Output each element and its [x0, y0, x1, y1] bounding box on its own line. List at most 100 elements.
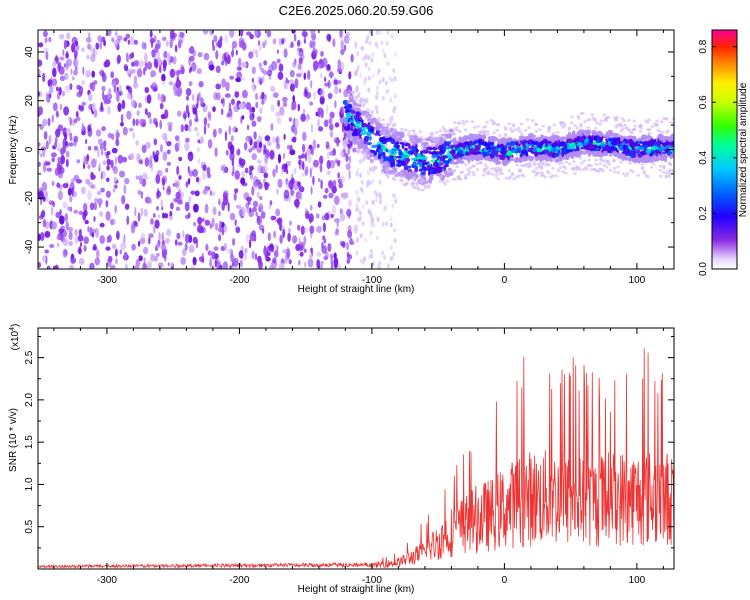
- heatmap-cell: [602, 113, 607, 117]
- heatmap-cell: [464, 163, 468, 166]
- heatmap-cell: [611, 140, 618, 146]
- heatmap-cell: [376, 217, 380, 223]
- heatmap-cell: [664, 175, 669, 179]
- heatmap-cell: [38, 59, 43, 67]
- heatmap-cell: [504, 134, 508, 138]
- heatmap-cell: [133, 39, 138, 45]
- heatmap-cell: [201, 252, 205, 261]
- heatmap-cell: [89, 202, 95, 211]
- heatmap-cell: [413, 132, 417, 136]
- heatmap-cell: [248, 210, 254, 218]
- heatmap-cell: [320, 179, 323, 190]
- heatmap-cell: [271, 60, 278, 71]
- heatmap-cell: [514, 128, 518, 132]
- heatmap-cell: [73, 118, 78, 124]
- heatmap-cell: [135, 175, 140, 180]
- heatmap-cell: [375, 197, 378, 203]
- heatmap-cell: [167, 262, 170, 267]
- heatmap-cell: [407, 150, 412, 154]
- heatmap-cell: [416, 153, 422, 158]
- heatmap-cell: [301, 153, 306, 159]
- heatmap-cell: [150, 218, 154, 225]
- heatmap-cell: [462, 122, 466, 126]
- heatmap-cell: [552, 123, 557, 127]
- heatmap-cell: [566, 156, 570, 160]
- heatmap-cell: [584, 131, 589, 134]
- heatmap-cell: [360, 45, 364, 51]
- heatmap-cell: [111, 166, 116, 171]
- heatmap-cell: [643, 147, 647, 150]
- heatmap-cell: [389, 153, 395, 156]
- heatmap-cell: [187, 151, 194, 162]
- heatmap-cell: [38, 142, 41, 147]
- heatmap-cell: [562, 156, 566, 160]
- heatmap-cell: [160, 144, 163, 153]
- heatmap-cell: [594, 162, 599, 166]
- heatmap-cell: [129, 53, 133, 60]
- heatmap-cell: [185, 181, 189, 188]
- heatmap-cell: [373, 152, 377, 156]
- heatmap-cell: [94, 257, 101, 266]
- heatmap-cell: [81, 47, 85, 52]
- heatmap-cell: [421, 178, 425, 182]
- heatmap-cell: [143, 246, 149, 255]
- heatmap-cell: [214, 147, 218, 158]
- heatmap-cell: [133, 265, 140, 269]
- heatmap-cell: [475, 168, 480, 171]
- heatmap-cell: [512, 177, 516, 181]
- heatmap-cell: [144, 61, 148, 72]
- heatmap-cell: [191, 93, 195, 102]
- heatmap-cell: [267, 232, 271, 242]
- snr-x-tick-label: 100: [629, 575, 646, 586]
- heatmap-cell: [342, 193, 347, 200]
- heatmap-cell: [38, 91, 43, 97]
- heatmap-cell: [534, 123, 539, 127]
- heatmap-cell: [359, 72, 363, 78]
- heatmap-cell: [135, 118, 139, 126]
- heatmap-cell: [303, 108, 305, 115]
- heatmap-cell: [615, 149, 619, 152]
- heatmap-cell: [57, 164, 62, 175]
- heatmap-cell: [365, 131, 371, 135]
- heatmap-cell: [415, 156, 421, 160]
- heatmap-cell: [83, 236, 89, 245]
- heatmap-cell: [458, 130, 462, 134]
- heatmap-cell: [213, 35, 218, 43]
- heatmap-cell: [356, 167, 360, 173]
- heatmap-cell: [371, 199, 375, 205]
- heatmap-cell: [328, 71, 334, 78]
- heatmap-cell: [123, 184, 127, 195]
- heatmap-cell: [383, 254, 386, 260]
- heatmap-cell: [353, 98, 357, 102]
- heatmap-cell: [197, 158, 201, 165]
- heatmap-cell: [67, 187, 72, 196]
- heatmap-cell: [542, 138, 548, 144]
- heatmap-cell: [355, 207, 359, 213]
- heatmap-cell: [89, 262, 95, 269]
- heatmap-cell: [114, 204, 117, 214]
- heatmap-cell: [426, 164, 431, 170]
- heatmap-cell: [662, 136, 666, 142]
- heatmap-cell: [163, 254, 167, 262]
- heatmap-cell: [68, 231, 73, 241]
- heatmap-cell: [62, 201, 67, 209]
- heatmap-cell: [345, 31, 350, 38]
- heatmap-cell: [310, 123, 313, 134]
- heatmap-cell: [196, 68, 202, 75]
- heatmap-cell: [448, 128, 454, 132]
- heatmap-cell: [190, 190, 196, 195]
- heatmap-cell: [546, 143, 549, 147]
- heatmap-cell: [527, 126, 531, 130]
- heatmap-cell: [556, 168, 561, 172]
- heatmap-cell: [273, 230, 277, 239]
- heatmap-cell: [353, 135, 357, 141]
- heatmap-cell: [249, 112, 255, 121]
- heatmap-cell: [463, 141, 469, 145]
- heatmap-cell: [434, 130, 439, 134]
- heatmap-cell: [646, 175, 650, 178]
- heatmap-cell: [430, 132, 435, 136]
- heatmap-cell: [180, 124, 184, 133]
- heatmap-cell: [360, 132, 366, 136]
- heatmap-cell: [313, 90, 316, 100]
- heatmap-cell: [349, 136, 353, 140]
